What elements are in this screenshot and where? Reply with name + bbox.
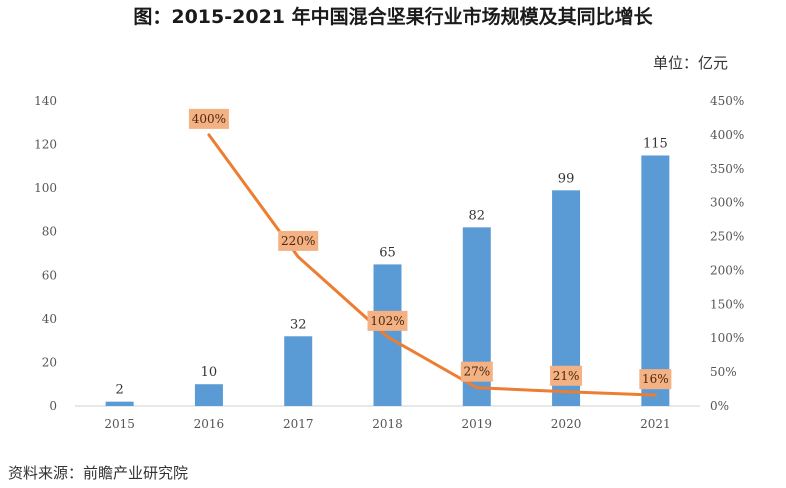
growth-label: 27%: [463, 365, 490, 379]
bar: [105, 401, 134, 406]
right-tick-label: 250%: [710, 230, 744, 244]
category-label: 2018: [372, 417, 403, 431]
left-tick-label: 120: [34, 138, 57, 152]
bar-value-label: 2: [116, 383, 124, 398]
growth-label: 102%: [370, 314, 404, 328]
growth-label: 220%: [281, 234, 315, 248]
category-label: 2019: [462, 417, 493, 431]
growth-label-box: [639, 369, 672, 390]
category-label: 2015: [104, 417, 135, 431]
bar-value-label: 65: [379, 245, 396, 260]
bar-value-label: 115: [643, 136, 668, 151]
source-note: 资料来源：前瞻产业研究院: [8, 464, 189, 482]
left-axis-ticks: 0 20 40 60 80 100 120 140: [34, 94, 57, 413]
growth-label: 400%: [192, 112, 226, 126]
growth-label-box: [278, 230, 319, 251]
bar: [194, 384, 223, 406]
category-label: 2016: [194, 417, 225, 431]
bar-value-label: 82: [469, 208, 486, 223]
bar-value-labels: 2 10 32 65 82 99 115: [116, 136, 668, 397]
bar-value-label: 32: [290, 317, 307, 332]
right-tick-label: 300%: [710, 196, 744, 210]
left-tick-label: 140: [34, 94, 57, 108]
right-tick-label: 350%: [710, 162, 744, 176]
right-tick-label: 150%: [710, 297, 744, 311]
right-axis-ticks: 0% 50% 100% 150% 200% 250% 300% 350% 400% 450%: [710, 94, 744, 413]
right-tick-label: 0%: [710, 399, 729, 413]
bar-value-label: 10: [201, 365, 218, 380]
bar: [641, 155, 670, 406]
unit-label: 单位：亿元: [652, 54, 728, 72]
growth-label: 16%: [642, 372, 669, 386]
left-tick-label: 0: [49, 399, 57, 413]
right-tick-label: 50%: [710, 365, 737, 379]
growth-labels: 400% 220% 102% 27% 21% 16%: [188, 108, 672, 390]
growth-label-box: [460, 361, 493, 382]
growth-label-box: [550, 365, 583, 386]
right-tick-label: 100%: [710, 331, 744, 345]
growth-line: [207, 133, 657, 397]
right-tick-label: 400%: [710, 128, 744, 142]
right-tick-label: 200%: [710, 263, 744, 277]
growth-label-box: [367, 310, 408, 331]
bar: [284, 336, 313, 406]
left-tick-label: 20: [42, 355, 57, 369]
left-tick-label: 100: [34, 181, 57, 195]
bar-value-label: 99: [558, 171, 575, 186]
left-tick-label: 80: [42, 225, 57, 239]
left-tick-label: 40: [42, 312, 57, 326]
category-label: 2017: [283, 417, 314, 431]
category-label: 2021: [640, 417, 671, 431]
chart-title: 图：2015-2021 年中国混合坚果行业市场规模及其同比增长: [133, 6, 653, 28]
left-tick-label: 60: [42, 268, 57, 282]
growth-label: 21%: [553, 369, 580, 383]
bar-series: [105, 155, 670, 406]
category-label: 2020: [551, 417, 582, 431]
growth-label-box: [188, 108, 229, 129]
right-tick-label: 450%: [710, 94, 744, 108]
category-labels: 2015 2016 2017 2018 2019 2020 2021: [104, 417, 670, 431]
